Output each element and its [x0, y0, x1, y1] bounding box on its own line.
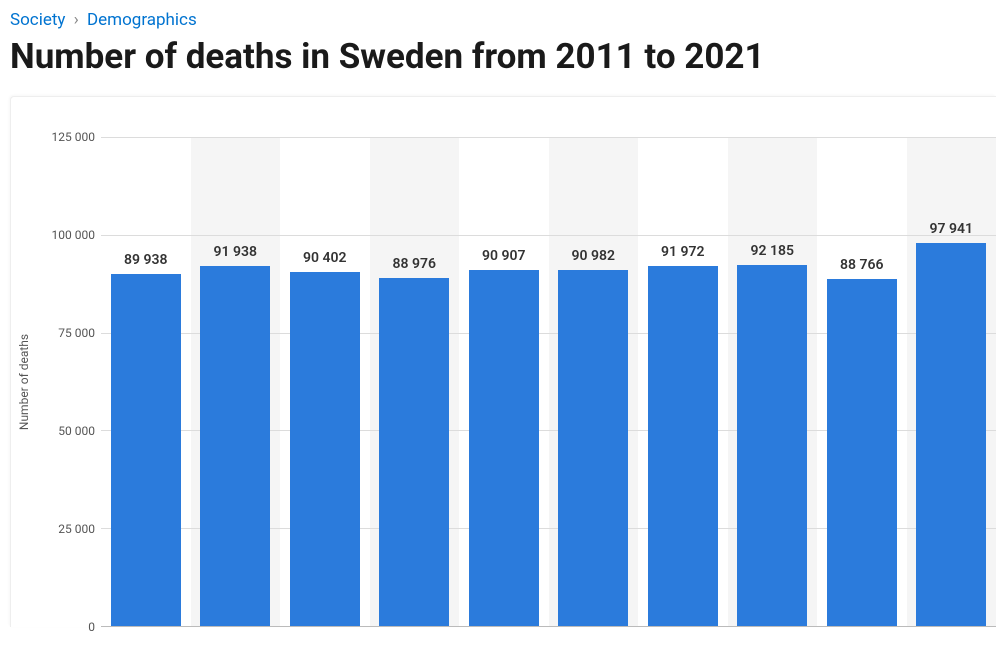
breadcrumb: Society › Demographics: [0, 0, 996, 36]
bar[interactable]: 97 941: [916, 243, 986, 626]
bar[interactable]: 92 185: [737, 265, 807, 626]
bar-value-label: 97 941: [929, 221, 972, 237]
bar-slot: 90 402: [280, 137, 370, 626]
y-axis: 025 00050 00075 000100 000125 000: [37, 137, 101, 627]
bar-slot: 89 938: [101, 137, 191, 626]
chart-bars: 89 938 91 938 90 402 88 976 90 907 90 982 91 9…: [101, 137, 996, 626]
bar[interactable]: 89 938: [111, 274, 181, 626]
bar-slot: 88 976: [370, 137, 460, 626]
chart-card: Number of deaths 025 00050 00075 000100 …: [10, 96, 996, 627]
bar-value-label: 90 907: [482, 248, 525, 264]
bar-value-label: 91 972: [661, 244, 704, 260]
breadcrumb-link-society[interactable]: Society: [10, 10, 65, 30]
chart-plot: 89 938 91 938 90 402 88 976 90 907 90 982 91 9…: [101, 137, 996, 627]
bar-slot: 92 185: [728, 137, 818, 626]
breadcrumb-separator: ›: [74, 10, 79, 30]
bar[interactable]: 88 766: [827, 279, 897, 626]
bar-slot: 97 941: [907, 137, 996, 626]
bar-value-label: 89 938: [124, 252, 167, 268]
bar[interactable]: 90 907: [469, 270, 539, 626]
bar-value-label: 88 766: [840, 257, 883, 273]
bar-value-label: 88 976: [392, 256, 435, 272]
bar-slot: 90 982: [549, 137, 639, 626]
bar-slot: 90 907: [459, 137, 549, 626]
bar-slot: 91 938: [191, 137, 281, 626]
bar-slot: 88 766: [817, 137, 907, 626]
y-tick: 100 000: [52, 228, 95, 242]
y-axis-label-wrap: Number of deaths: [11, 137, 37, 627]
bar[interactable]: 91 938: [200, 266, 270, 626]
gridline: [101, 137, 996, 138]
y-tick: 0: [88, 620, 95, 634]
page-title: Number of deaths in Sweden from 2011 to …: [0, 36, 996, 96]
bar-value-label: 90 402: [303, 250, 346, 266]
bar-value-label: 91 938: [213, 244, 256, 260]
bar[interactable]: 90 982: [558, 270, 628, 626]
y-tick: 125 000: [52, 130, 95, 144]
bar[interactable]: 90 402: [290, 272, 360, 626]
bar-value-label: 92 185: [750, 243, 793, 259]
y-tick: 50 000: [58, 424, 95, 438]
y-tick: 75 000: [58, 326, 95, 340]
y-tick: 25 000: [58, 522, 95, 536]
y-axis-label: Number of deaths: [17, 334, 31, 430]
chart-area: Number of deaths 025 00050 00075 000100 …: [11, 137, 996, 627]
bar-slot: 91 972: [638, 137, 728, 626]
gridline: [101, 235, 996, 236]
bar[interactable]: 91 972: [648, 266, 718, 626]
bar-value-label: 90 982: [571, 248, 614, 264]
breadcrumb-link-demographics[interactable]: Demographics: [87, 10, 197, 30]
bar[interactable]: 88 976: [379, 278, 449, 626]
